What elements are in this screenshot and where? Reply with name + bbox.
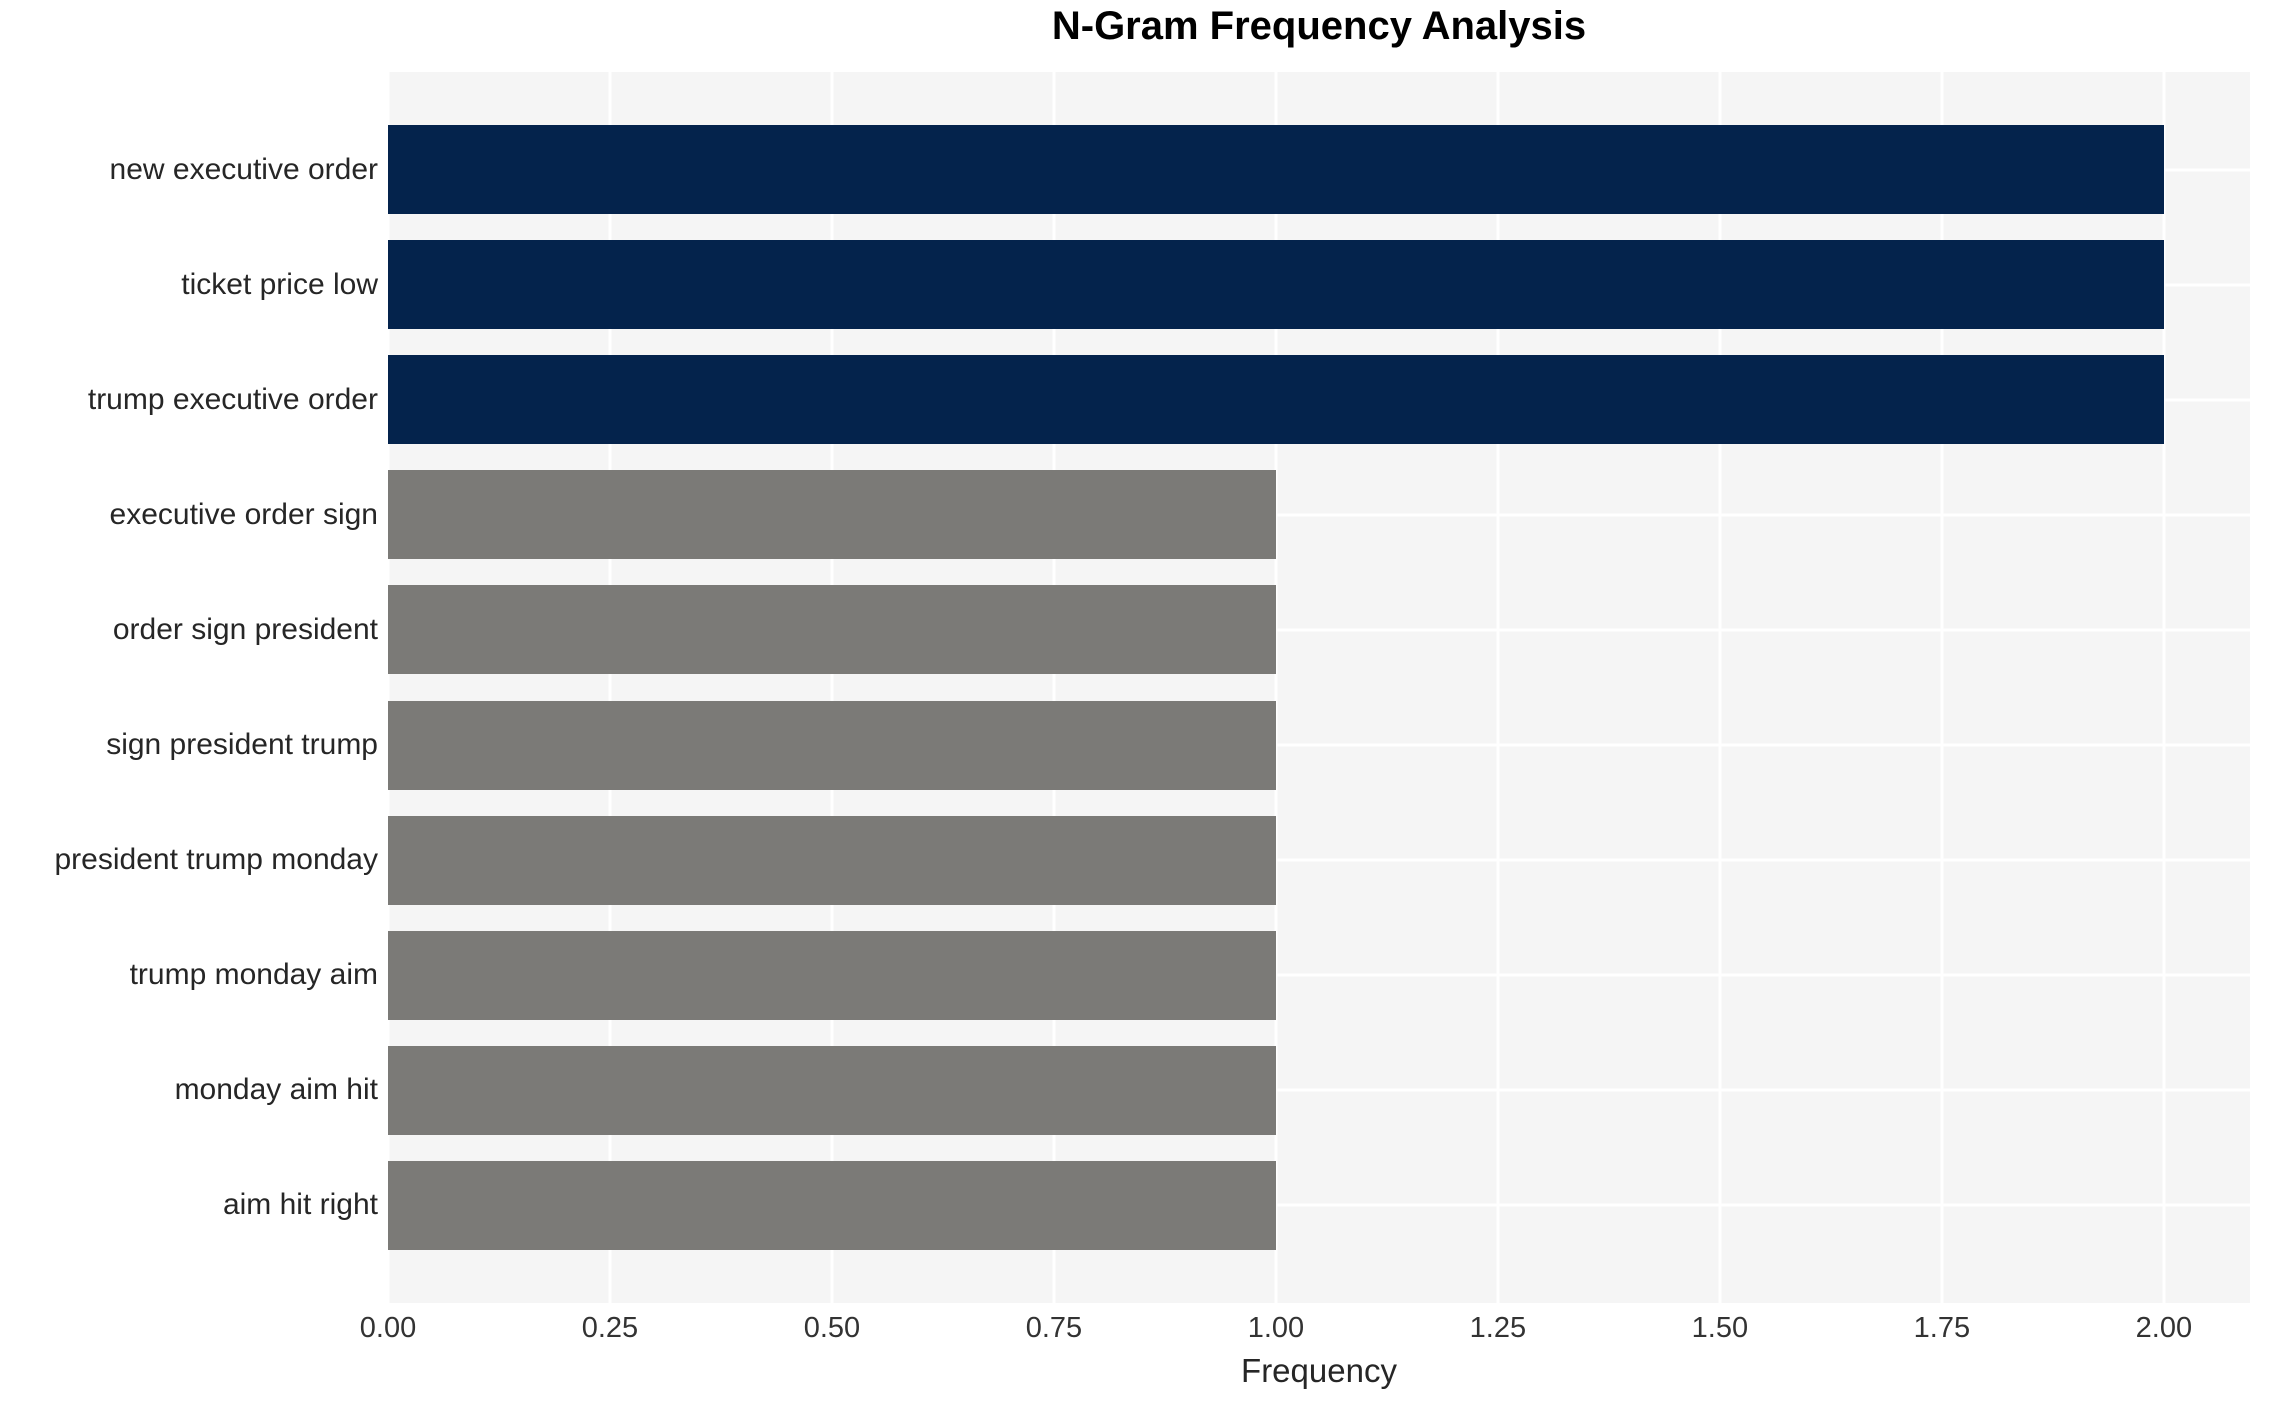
y-tick-label: sign president trump bbox=[106, 728, 378, 762]
x-tick-label: 1.25 bbox=[1469, 1312, 1527, 1344]
vertical-gridline bbox=[1274, 72, 1278, 1303]
bar bbox=[388, 470, 1276, 560]
x-tick-label: 1.00 bbox=[1247, 1312, 1305, 1344]
x-tick-label: 1.75 bbox=[1913, 1312, 1971, 1344]
x-axis-title: Frequency bbox=[1241, 1352, 1397, 1389]
horizontal-gridline bbox=[388, 513, 2250, 517]
y-tick-label: trump monday aim bbox=[129, 958, 378, 992]
chart-title: N-Gram Frequency Analysis bbox=[1051, 4, 1587, 48]
y-tick-label: executive order sign bbox=[109, 497, 378, 531]
horizontal-gridline bbox=[388, 858, 2250, 862]
vertical-gridline bbox=[1940, 72, 1944, 1303]
horizontal-gridline bbox=[388, 743, 2250, 747]
horizontal-gridline bbox=[388, 973, 2250, 977]
horizontal-gridline bbox=[388, 628, 2250, 632]
x-tick-label: 1.50 bbox=[1691, 1312, 1749, 1344]
x-tick-label: 0.75 bbox=[1025, 1312, 1083, 1344]
bar bbox=[388, 700, 1276, 790]
y-tick-label: president trump monday bbox=[54, 843, 379, 877]
y-tick-label: monday aim hit bbox=[174, 1073, 378, 1107]
x-tick-label: 0.00 bbox=[359, 1312, 417, 1344]
bar bbox=[388, 125, 2164, 215]
y-tick-label: aim hit right bbox=[222, 1188, 378, 1222]
vertical-gridline bbox=[2162, 72, 2166, 1303]
bar bbox=[388, 355, 2164, 445]
vertical-gridline bbox=[386, 72, 390, 1303]
vertical-gridline bbox=[1496, 72, 1500, 1303]
plot-area bbox=[386, 72, 2250, 1303]
horizontal-gridline bbox=[388, 1203, 2250, 1207]
y-tick-label: ticket price low bbox=[181, 267, 378, 301]
bar bbox=[388, 930, 1276, 1020]
x-tick-label: 0.50 bbox=[803, 1312, 861, 1344]
y-tick-label: new executive order bbox=[109, 152, 378, 186]
y-tick-label: order sign president bbox=[112, 612, 378, 646]
bar bbox=[388, 240, 2164, 330]
bar bbox=[388, 1045, 1276, 1135]
x-tick-label: 0.25 bbox=[581, 1312, 639, 1344]
horizontal-gridline bbox=[388, 1088, 2250, 1092]
vertical-gridline bbox=[608, 72, 612, 1303]
vertical-gridline bbox=[1718, 72, 1722, 1303]
vertical-gridline bbox=[1052, 72, 1056, 1303]
y-tick-label: trump executive order bbox=[87, 382, 378, 416]
bar bbox=[388, 585, 1276, 675]
bar bbox=[388, 815, 1276, 905]
bar bbox=[388, 1160, 1276, 1250]
vertical-gridline bbox=[830, 72, 834, 1303]
x-tick-label: 2.00 bbox=[2135, 1312, 2193, 1344]
